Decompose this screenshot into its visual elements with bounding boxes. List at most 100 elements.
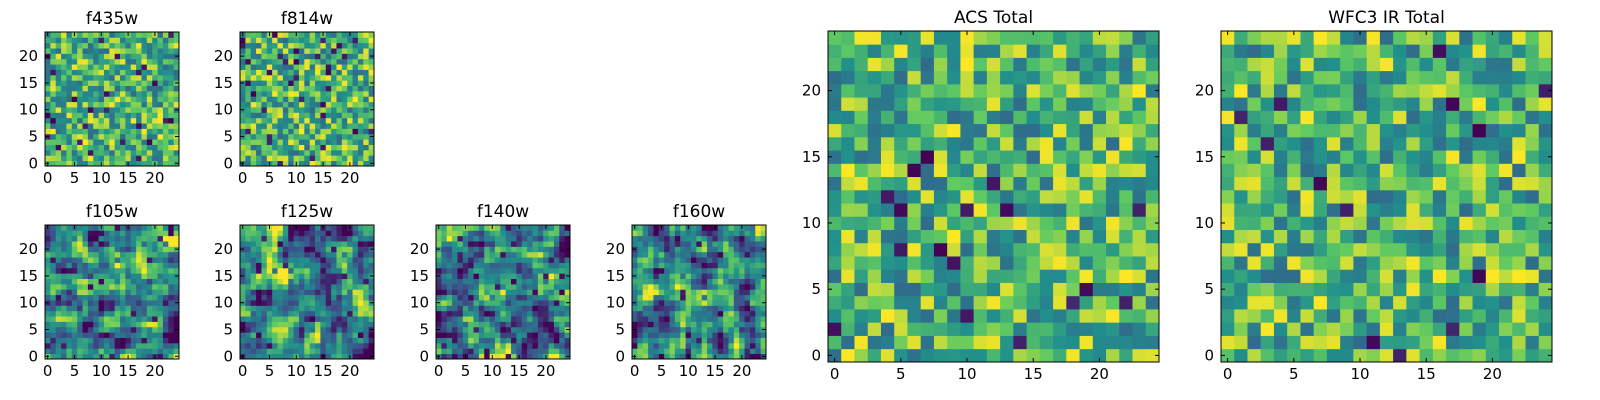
heatmap-cell — [45, 90, 51, 97]
heatmap-cell — [298, 337, 305, 344]
heatmap-cell — [1221, 322, 1235, 336]
heatmap-cell — [701, 235, 708, 242]
heatmap-cell — [293, 128, 300, 135]
heatmap-cell — [304, 74, 311, 81]
x-tick-label: 0 — [830, 365, 840, 383]
heatmap-cell — [1132, 335, 1147, 350]
heatmap-cell — [960, 163, 975, 178]
heatmap-cell — [894, 31, 908, 45]
y-tick-label: 0 — [419, 347, 429, 365]
heatmap-cell — [1066, 295, 1080, 310]
heatmap-cell — [744, 235, 751, 242]
heatmap-cell — [680, 337, 686, 344]
heatmap-cell — [266, 58, 273, 65]
heatmap-cell — [457, 332, 464, 338]
heatmap-cell — [277, 294, 284, 301]
heatmap-cell — [760, 342, 767, 349]
heatmap-cell — [250, 251, 257, 258]
heatmap-cell — [98, 321, 105, 328]
heatmap-cell — [141, 107, 148, 113]
heatmap-cell — [82, 321, 89, 328]
heatmap-cell — [516, 300, 523, 306]
heatmap-cell — [1000, 256, 1014, 270]
heatmap-cell — [933, 256, 948, 270]
heatmap-cell — [1313, 189, 1328, 204]
heatmap-cell — [674, 246, 681, 253]
heatmap-cell — [553, 267, 560, 274]
heatmap-cell — [66, 123, 73, 129]
heatmap-cell — [168, 155, 175, 162]
heatmap-cell — [1234, 269, 1248, 283]
heatmap-cell — [728, 310, 735, 317]
heatmap-cell — [680, 230, 686, 237]
heatmap-cell — [125, 96, 132, 103]
heatmap-cell — [728, 353, 735, 360]
heatmap-cell — [1538, 295, 1553, 310]
heatmap-cell — [277, 101, 284, 108]
heatmap-cell — [760, 225, 767, 231]
heatmap-cell — [146, 37, 153, 44]
heatmap-cell — [341, 85, 348, 92]
heatmap-cell — [500, 337, 507, 344]
heatmap-cell — [152, 278, 158, 285]
heatmap-cell — [55, 160, 62, 167]
heatmap-cell — [1053, 97, 1067, 111]
heatmap-cell — [357, 48, 364, 54]
heatmap-cell — [749, 267, 756, 274]
heatmap-cell — [320, 149, 327, 156]
heatmap-cell — [1000, 335, 1014, 350]
heatmap-cell — [336, 230, 343, 237]
heatmap-cell — [298, 149, 305, 156]
heatmap-cell — [653, 235, 660, 242]
heatmap-cell — [66, 251, 73, 258]
heatmap-cell — [728, 294, 735, 301]
heatmap-cell — [162, 53, 169, 60]
heatmap-cell — [739, 241, 745, 247]
heatmap-cell — [973, 309, 988, 323]
heatmap-cell — [125, 332, 132, 338]
heatmap-cell — [1419, 203, 1434, 217]
heatmap-cell — [664, 230, 670, 237]
heatmap-cell — [749, 235, 756, 242]
heatmap-cell — [452, 241, 458, 247]
heatmap-cell — [559, 353, 566, 360]
heatmap-cell — [157, 80, 164, 86]
heatmap-cell — [947, 269, 961, 283]
heatmap-cell — [446, 262, 453, 269]
heatmap-cell — [973, 150, 988, 164]
heatmap-cell — [648, 273, 654, 279]
heatmap-cell — [162, 283, 169, 290]
heatmap-cell — [240, 283, 246, 290]
heatmap-cell — [441, 353, 448, 360]
y-tick-label: 10 — [214, 101, 233, 119]
heatmap-cell — [288, 85, 294, 92]
heatmap-cell — [733, 326, 740, 333]
heatmap-cell — [701, 294, 708, 301]
heatmap-cell — [293, 348, 300, 355]
heatmap-cell — [125, 241, 132, 247]
heatmap-cell — [245, 353, 252, 360]
heatmap-cell — [357, 133, 364, 140]
heatmap-cell — [653, 294, 660, 301]
heatmap-cell — [733, 289, 740, 296]
heatmap-cell — [125, 257, 132, 263]
heatmap-cell — [103, 144, 110, 151]
y-tick-label: 0 — [223, 154, 233, 172]
heatmap-cell — [1092, 44, 1107, 58]
heatmap-cell — [141, 80, 148, 86]
heatmap-cell — [87, 80, 94, 86]
heatmap-cell — [1079, 269, 1094, 283]
heatmap-cell — [114, 37, 121, 44]
heatmap-cell — [363, 80, 370, 86]
heatmap-cell — [331, 267, 337, 274]
heatmap-cell — [511, 321, 517, 328]
heatmap-cell — [282, 149, 289, 156]
heatmap-cell — [658, 283, 665, 290]
heatmap-cell — [82, 267, 89, 274]
heatmap-cell — [136, 133, 142, 140]
heatmap-cell — [87, 225, 94, 231]
heatmap-cell — [347, 342, 353, 349]
heatmap-cell — [527, 235, 533, 242]
heatmap-cell — [468, 251, 474, 258]
heatmap-cell — [516, 262, 523, 269]
